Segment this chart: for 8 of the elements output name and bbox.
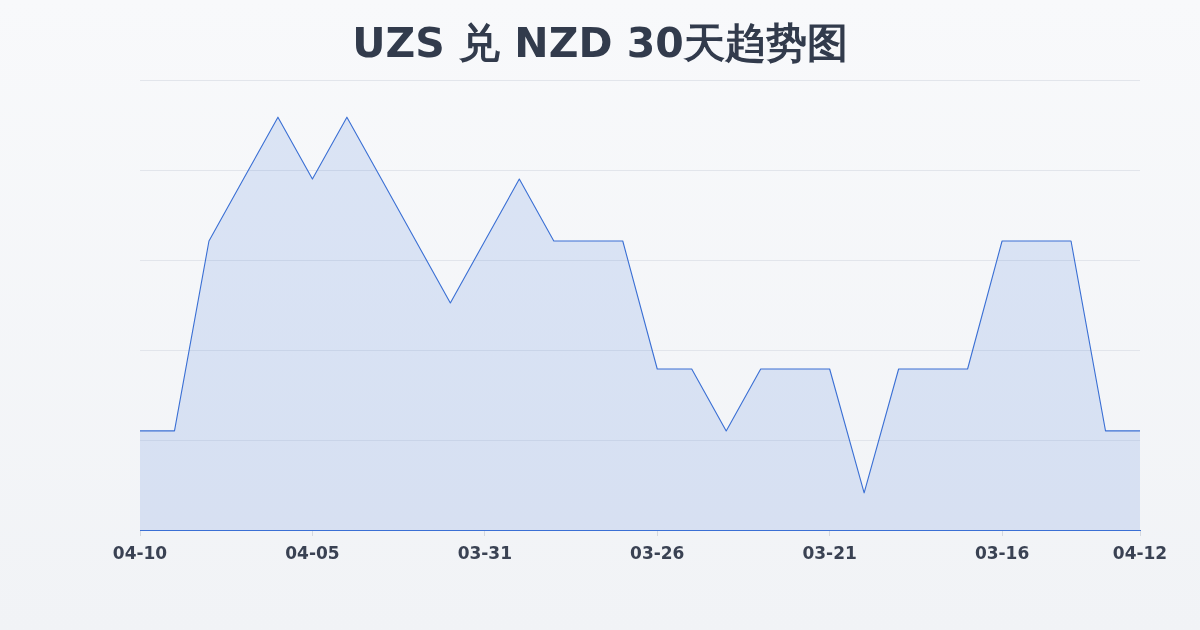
x-tick-label: 03-31 xyxy=(457,542,513,563)
x-tick-label: 04-12 xyxy=(1112,542,1168,563)
chart-title: UZS 兑 NZD 30天趋势图 xyxy=(351,18,849,69)
x-tick-label: 03-21 xyxy=(802,542,857,563)
x-tick-label: 04-10 xyxy=(112,542,168,563)
x-tick-label: 03-16 xyxy=(974,542,1030,563)
x-tick-label: 04-05 xyxy=(285,542,340,563)
x-tick-label: 03-26 xyxy=(630,542,685,563)
